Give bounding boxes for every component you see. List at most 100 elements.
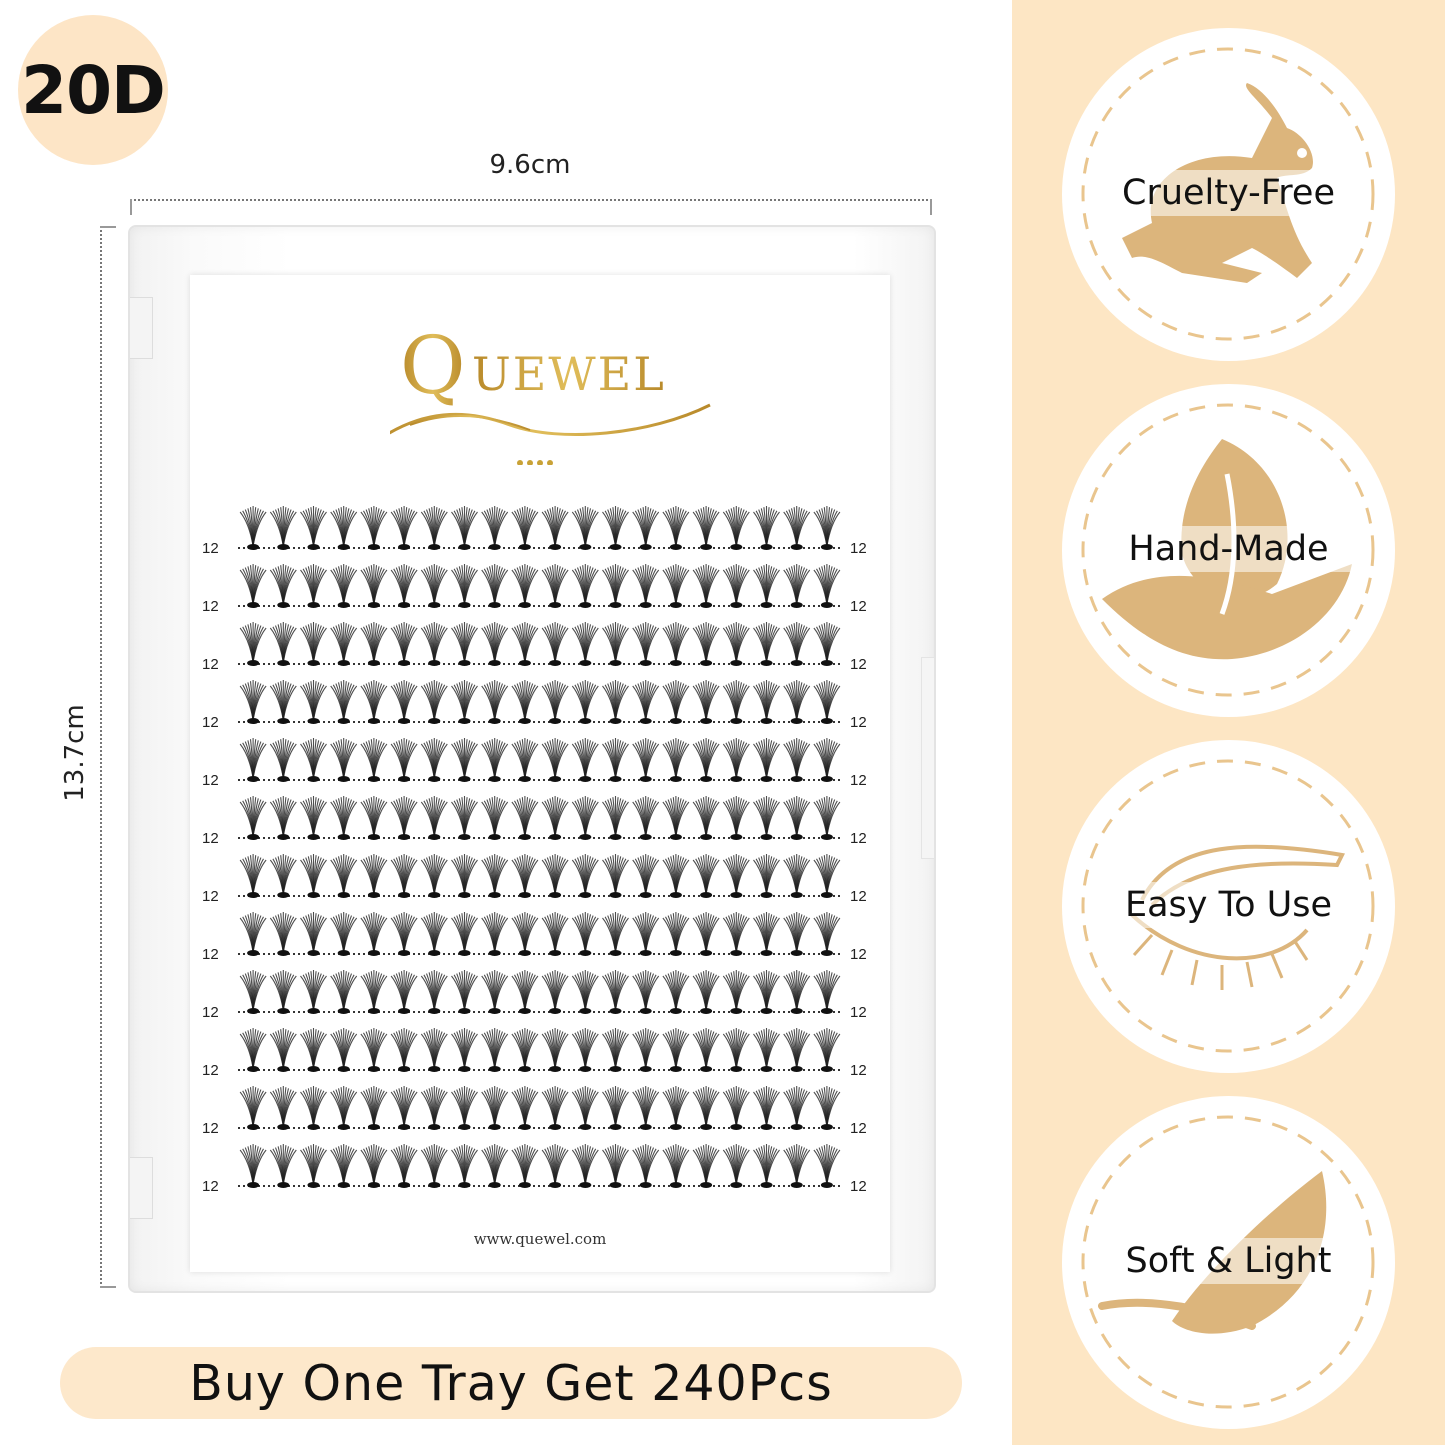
lash-cluster — [239, 680, 267, 724]
feature-label: Easy To Use — [1125, 885, 1332, 925]
lash-cluster — [541, 1144, 569, 1188]
lash-cluster — [420, 564, 448, 608]
lash-cluster — [722, 796, 750, 840]
lash-cluster — [300, 738, 327, 782]
lash-cluster — [571, 680, 599, 724]
lash-cluster — [330, 680, 358, 724]
lash-cluster — [602, 737, 629, 782]
website-url: www.quewel.com — [473, 1230, 607, 1248]
lash-cluster — [239, 1144, 267, 1188]
lash-cluster — [632, 1028, 660, 1072]
lash-cluster — [692, 1028, 720, 1072]
lash-cluster — [451, 796, 478, 840]
lash-cluster — [541, 564, 569, 608]
lash-cluster — [571, 854, 599, 898]
lash-cluster — [269, 738, 297, 782]
lash-cluster — [300, 1028, 327, 1072]
lash-cluster — [722, 854, 750, 898]
lash-cluster — [451, 680, 478, 724]
lash-cluster — [692, 912, 720, 956]
lash-cluster — [722, 1086, 750, 1130]
lash-cluster — [300, 970, 327, 1014]
lash-cluster — [481, 1086, 509, 1130]
lash-cluster — [300, 564, 327, 608]
lash-cluster — [330, 796, 358, 840]
lash-cluster — [390, 1144, 418, 1188]
lash-cluster — [420, 796, 448, 840]
lash-cluster — [360, 796, 388, 840]
lash-row: 12 12 — [202, 563, 867, 615]
lash-cluster — [632, 622, 660, 666]
lash-row: 12 12 — [202, 911, 867, 963]
lash-cluster — [753, 1144, 780, 1188]
lash-cluster — [360, 1028, 388, 1072]
lash-cluster — [360, 564, 388, 608]
lash-cluster — [753, 912, 780, 956]
lash-cluster — [300, 680, 327, 724]
lash-cluster — [602, 969, 629, 1014]
lash-cluster — [300, 796, 327, 840]
lash-card: Q UEWEL 12 12 12 12 12 12 12 12 12 12 12 12 12 12 12 12… — [190, 275, 890, 1272]
lash-cluster — [602, 1027, 629, 1072]
lash-cluster — [239, 506, 267, 550]
lash-cluster — [571, 796, 599, 840]
row-length-label-right: 12 — [850, 1004, 867, 1021]
lash-row: 12 12 — [202, 621, 867, 673]
lash-cluster — [632, 912, 660, 956]
lash-cluster — [722, 1144, 750, 1188]
row-length-label-right: 12 — [850, 598, 867, 615]
lash-cluster — [420, 738, 448, 782]
lash-cluster — [269, 796, 297, 840]
lash-cluster — [632, 970, 660, 1014]
eye-tweezers-icon — [1081, 759, 1375, 1053]
lash-cluster — [269, 854, 297, 898]
row-length-label-left: 12 — [202, 1178, 219, 1195]
height-dimension-line — [100, 226, 116, 1288]
lash-cluster — [239, 738, 267, 782]
lash-cluster — [390, 912, 418, 956]
lash-cluster — [390, 970, 418, 1014]
lash-cluster — [783, 622, 811, 666]
lash-cluster — [753, 622, 780, 666]
lash-cluster — [511, 796, 539, 840]
lash-cluster — [753, 506, 780, 550]
lash-cluster — [420, 1028, 448, 1072]
lash-cluster — [451, 1086, 478, 1130]
lash-cluster — [300, 1086, 327, 1130]
lash-cluster — [783, 912, 811, 956]
lash-cluster — [753, 564, 780, 608]
density-badge: 20D — [18, 15, 168, 165]
lash-cluster — [602, 911, 629, 956]
lash-cluster — [692, 622, 720, 666]
lash-cluster — [662, 854, 690, 898]
lash-cluster — [662, 1144, 690, 1188]
lash-cluster — [420, 622, 448, 666]
feature-cruelty-free: Cruelty-Free — [1062, 28, 1395, 361]
lash-cluster — [571, 912, 599, 956]
lash-cluster — [300, 854, 327, 898]
lash-cluster — [390, 1086, 418, 1130]
lash-cluster — [269, 506, 297, 550]
lash-cluster — [269, 564, 297, 608]
lash-cluster — [481, 1028, 509, 1072]
lash-cluster — [481, 912, 509, 956]
lash-cluster — [813, 506, 841, 550]
lash-cluster — [662, 622, 690, 666]
lash-cluster — [511, 854, 539, 898]
lash-cluster — [813, 1144, 841, 1188]
lash-cluster — [632, 854, 660, 898]
row-length-label-right: 12 — [850, 830, 867, 847]
lash-cluster — [420, 680, 448, 724]
lash-cluster — [420, 1144, 448, 1188]
lash-cluster — [360, 1144, 388, 1188]
lash-cluster — [451, 622, 478, 666]
lash-cluster — [511, 680, 539, 724]
lash-cluster — [722, 970, 750, 1014]
lash-cluster — [722, 622, 750, 666]
lash-cluster — [360, 738, 388, 782]
lash-cluster — [632, 1144, 660, 1188]
lash-cluster — [722, 738, 750, 782]
lash-cluster — [692, 738, 720, 782]
lash-cluster — [602, 1143, 629, 1188]
lash-cluster — [269, 1086, 297, 1130]
